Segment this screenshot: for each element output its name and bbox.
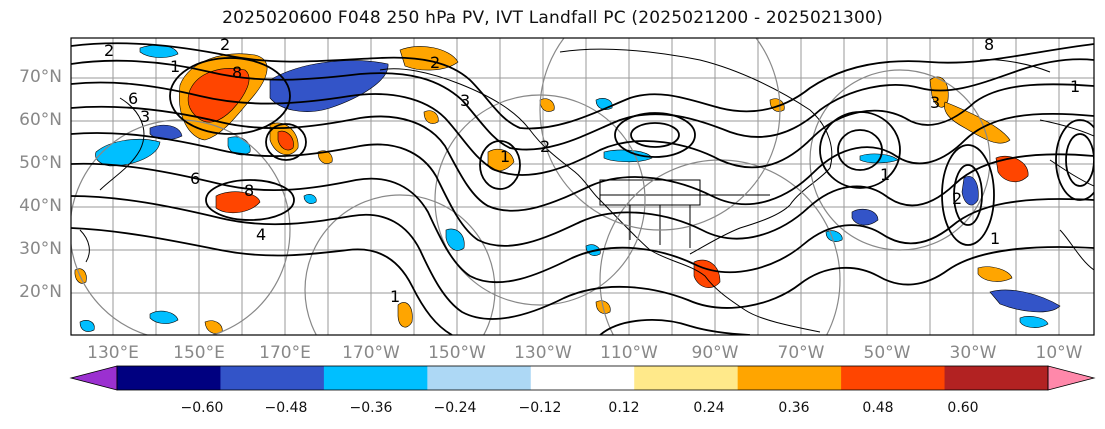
- contour-label: 2: [952, 189, 962, 208]
- contour-label: 1: [170, 57, 180, 76]
- lat-label-60n: 60°N: [19, 110, 62, 130]
- lon-label-170e: 170°E: [259, 343, 311, 363]
- lat-label-40n: 40°N: [19, 196, 62, 216]
- colorbar-tick-label: 0.36: [778, 400, 810, 416]
- lon-label-30w: 30°W: [949, 343, 997, 363]
- lon-label-150w: 150°W: [428, 343, 486, 363]
- contour-label: 1: [390, 287, 400, 306]
- colorbar-tick-label: −0.24: [433, 400, 477, 416]
- contour-label: 6: [190, 169, 200, 188]
- lon-label-150e: 150°E: [173, 343, 225, 363]
- colorbar-tick-label: −0.12: [518, 400, 562, 416]
- contour-label: 3: [140, 107, 150, 126]
- lon-label-110w: 110°W: [600, 343, 658, 363]
- lon-label-130w: 130°W: [514, 343, 572, 363]
- contour-label: 2: [104, 41, 114, 60]
- lat-label-20n: 20°N: [19, 282, 62, 302]
- colorbar-tick-label: −0.36: [349, 400, 393, 416]
- colorbar-segment: [944, 366, 1049, 390]
- lon-label-50w: 50°W: [863, 343, 911, 363]
- contour-label: 6: [128, 89, 138, 108]
- contour-label: 4: [256, 225, 266, 244]
- lon-label-70w: 70°W: [777, 343, 825, 363]
- contour-label: 8: [232, 63, 242, 82]
- colorbar-extend-min: [69, 365, 118, 391]
- contour-label: 1: [500, 147, 510, 166]
- colorbar-tick-label: −0.60: [180, 400, 224, 416]
- colorbar-tick-label: 0.48: [862, 400, 894, 416]
- colorbar-tick-label: −0.48: [264, 400, 308, 416]
- colorbar-segment: [117, 366, 221, 390]
- colorbar-segment: [323, 366, 428, 390]
- lon-label-130e: 130°E: [87, 343, 139, 363]
- lon-label-10w: 10°W: [1035, 343, 1083, 363]
- colorbar-tick-label: 0.24: [693, 400, 725, 416]
- colorbar-segment: [220, 366, 325, 390]
- lat-label-50n: 50°N: [19, 153, 62, 173]
- lon-label-170w: 170°W: [342, 343, 400, 363]
- colorbar-extend-max: [1047, 365, 1096, 391]
- colorbar-segment: [841, 366, 946, 390]
- colorbar-tick-label: 0.60: [947, 400, 979, 416]
- colorbar-segment: [530, 366, 635, 390]
- colorbar-tick-label: 0.12: [608, 400, 640, 416]
- map-title: 2025020600 F048 250 hPa PV, IVT Landfall…: [222, 8, 883, 28]
- lat-label-70n: 70°N: [19, 67, 62, 87]
- contour-label: 2: [220, 35, 230, 54]
- contour-label: 1: [880, 165, 890, 184]
- map-frame: [70, 37, 1095, 336]
- lat-label-30n: 30°N: [19, 239, 62, 259]
- colorbar-segment: [737, 366, 842, 390]
- contour-label: 8: [244, 181, 254, 200]
- contour-label: 1: [990, 229, 1000, 248]
- colorbar: [69, 365, 1096, 391]
- colorbar-segment: [427, 366, 532, 390]
- contour-label: 3: [460, 91, 470, 110]
- contour-label: 8: [984, 35, 994, 54]
- contour-label: 3: [930, 93, 940, 112]
- lon-label-90w: 90°W: [691, 343, 739, 363]
- contour-label: 1: [1070, 77, 1080, 96]
- contour-labels: 2 2 6 8 1 2 3 6 8 4 1 1 2 3 8 3 1 2 1 1: [104, 35, 1080, 306]
- colorbar-segment: [634, 366, 739, 390]
- contour-label: 2: [540, 137, 550, 156]
- colorbar-outline: [116, 365, 1049, 391]
- contour-label: 2: [430, 53, 440, 72]
- pv-contours: [71, 42, 1094, 335]
